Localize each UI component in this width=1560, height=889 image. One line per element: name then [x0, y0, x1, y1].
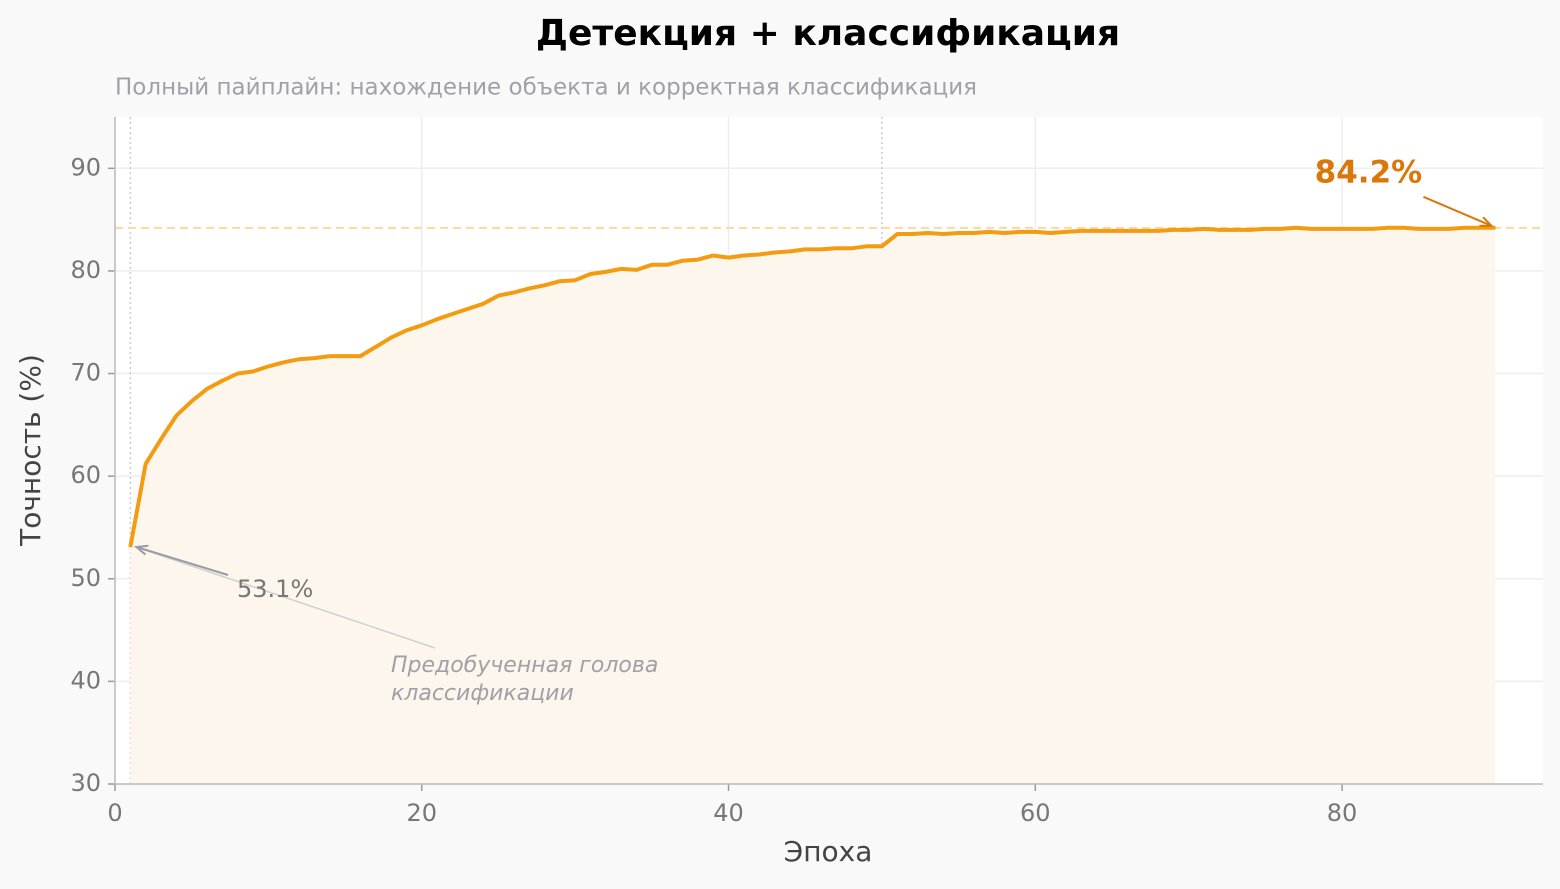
x-tick-label: 60	[1020, 799, 1051, 827]
y-tick-label: 50	[70, 564, 101, 592]
x-axis-label: Эпоха	[784, 835, 873, 868]
y-tick-label: 70	[70, 359, 101, 387]
y-tick-label: 90	[70, 153, 101, 181]
annotation-start: 53.1%	[237, 575, 313, 603]
annotation-final: 84.2%	[1315, 154, 1423, 190]
y-tick-label: 30	[70, 769, 101, 797]
y-tick-label: 40	[70, 666, 101, 694]
annotation-note: Предобученная голова	[391, 653, 658, 678]
y-axis-label: Точность (%)	[14, 354, 47, 547]
annotation-note-line	[135, 546, 436, 649]
x-tick-label: 40	[713, 799, 744, 827]
area-fill	[130, 227, 1496, 785]
chart-title: Детекция + классификация	[536, 13, 1120, 54]
x-tick-label: 80	[1327, 799, 1358, 827]
y-tick-label: 80	[70, 256, 101, 284]
annotation-arrow-head	[133, 544, 149, 556]
annotation-arrow-head	[1479, 216, 1494, 227]
chart-subtitle: Полный пайплайн: нахождение объекта и ко…	[115, 75, 977, 101]
y-tick-label: 60	[70, 461, 101, 489]
annotation-arrow	[1423, 195, 1492, 227]
x-tick-label: 0	[107, 799, 122, 827]
x-tick-label: 20	[406, 799, 437, 827]
annotation-arrow	[136, 546, 229, 576]
annotation-note: классификации	[391, 681, 574, 706]
line	[128, 225, 1496, 548]
